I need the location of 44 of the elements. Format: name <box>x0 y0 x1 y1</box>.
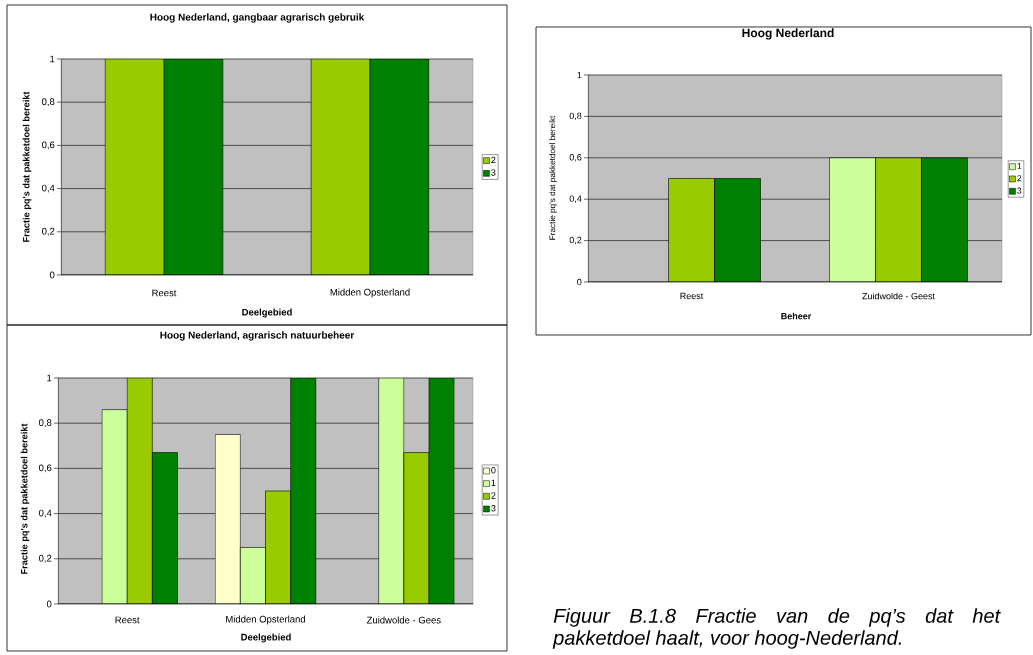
y-tick-label: 0,2 <box>41 227 55 236</box>
y-axis-title: Fractie pq's dat pakketdoel bereikt <box>22 91 32 242</box>
y-tick-label: 0,8 <box>41 98 55 107</box>
legend-label: 3 <box>1017 187 1022 194</box>
y-axis-title: Fractie pq's dat pakketdoel bereikt <box>20 423 30 574</box>
x-tick-label: Reest <box>115 616 140 624</box>
x-tick-label: Zuidwolde - Geest <box>862 292 935 300</box>
y-tick-label: 0 <box>46 600 52 608</box>
legend-label: 2 <box>491 156 496 164</box>
x-axis-title: Deelgebied <box>241 633 291 643</box>
y-tick-label: 0,4 <box>41 184 55 193</box>
legend-label: 3 <box>491 505 496 512</box>
x-tick-label: Reest <box>680 292 704 300</box>
chart-title: Hoog Nederland, gangbaar agrarisch gebruik <box>150 13 365 23</box>
chart-title: Hoog Nederland <box>742 28 834 40</box>
y-tick-label: 0,4 <box>569 195 582 203</box>
y-tick-label: 0,8 <box>569 112 582 121</box>
legend-label: 3 <box>491 169 496 176</box>
y-tick-label: 0,8 <box>38 419 52 428</box>
x-tick-label: Midden Opsterland <box>226 615 306 625</box>
x-tick-label: Zuidwolde - Gees <box>366 616 441 624</box>
x-axis-title: Beheer <box>781 312 812 320</box>
y-tick-label: 0,6 <box>38 464 52 473</box>
legend-label: 0 <box>491 467 496 474</box>
legend-label: 2 <box>491 492 496 499</box>
legend-label: 1 <box>1017 162 1022 169</box>
y-tick-label: 1 <box>50 55 55 63</box>
y-tick-label: 1 <box>47 374 52 382</box>
y-tick-label: 0,6 <box>569 154 582 162</box>
y-tick-label: 0 <box>577 278 582 286</box>
y-tick-label: 0,2 <box>38 554 52 563</box>
y-tick-label: 0,2 <box>569 236 582 245</box>
y-axis-title: Fractie pq's dat pakketdoel bereikt <box>549 115 557 240</box>
y-tick-label: 0 <box>49 271 55 279</box>
legend-label: 2 <box>1017 175 1022 182</box>
y-tick-label: 1 <box>577 71 582 79</box>
x-axis-title: Deelgebied <box>242 308 292 318</box>
y-tick-label: 0,4 <box>38 509 52 518</box>
x-tick-label: Midden Opsterland <box>330 288 410 298</box>
legend-label: 1 <box>491 479 496 486</box>
y-tick-label: 0,6 <box>41 141 55 150</box>
chart-title: Hoog Nederland, agrarisch natuurbeheer <box>160 331 355 341</box>
x-tick-label: Reest <box>152 289 177 297</box>
text: Figuur B.1.8 Fractie van de pq’s dat het pakketdoel haalt, voor hoog-Nederland. <box>552 608 1001 649</box>
